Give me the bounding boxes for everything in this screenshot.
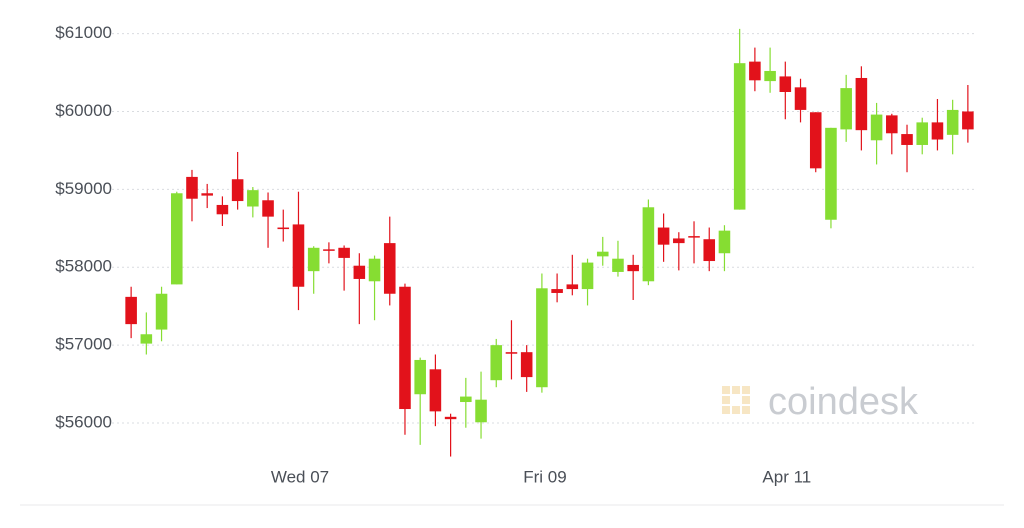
candle-body: [460, 396, 472, 403]
candle-body: [247, 190, 259, 207]
candle-body: [444, 416, 457, 420]
x-tick-label: Wed 07: [271, 467, 329, 486]
candle-body: [596, 251, 609, 257]
y-tick-label: $57000: [55, 335, 112, 354]
candle-body: [140, 334, 153, 344]
candle-body: [399, 286, 411, 410]
candle-body: [703, 239, 716, 262]
candle-body: [733, 63, 746, 210]
y-tick-label: $59000: [55, 179, 112, 198]
candle-body: [581, 262, 594, 290]
candle-body: [170, 193, 183, 285]
candle-body: [886, 115, 898, 134]
candle-body: [262, 200, 274, 217]
candle-body: [125, 296, 137, 325]
candle-body: [718, 230, 731, 254]
y-tick-label: $58000: [55, 257, 112, 276]
watermark-logo: [722, 386, 750, 414]
candle-body: [505, 352, 518, 354]
candle-body: [916, 122, 929, 145]
candle-body: [779, 76, 792, 92]
candle-body: [840, 88, 852, 130]
candle-body: [323, 249, 335, 251]
candle-body: [794, 87, 807, 110]
candle-body: [490, 345, 503, 381]
candle-body: [855, 77, 868, 131]
candle-body: [520, 352, 533, 378]
candle-body: [901, 134, 913, 145]
candle-body: [338, 247, 350, 258]
candle-body: [673, 238, 685, 244]
x-tick-label: Apr 11: [762, 467, 811, 486]
candle-body: [368, 258, 381, 282]
candle-body: [216, 204, 229, 215]
candle-body: [551, 289, 563, 293]
y-tick-label: $56000: [55, 413, 112, 432]
watermark: coindesk: [768, 381, 919, 423]
candle-body: [292, 224, 305, 287]
candle-body: [931, 122, 944, 140]
candle-body: [809, 112, 822, 169]
candle-body: [962, 111, 974, 130]
candle-body: [201, 193, 213, 196]
candle-body: [764, 70, 776, 82]
candle-body: [475, 399, 487, 423]
candle-body: [414, 359, 426, 395]
candle-body: [307, 247, 320, 272]
candle-body: [566, 284, 579, 290]
x-tick-label: Fri 09: [523, 467, 566, 486]
candle-body: [186, 176, 198, 199]
candle-body: [749, 61, 761, 81]
candle-body: [536, 288, 548, 388]
candle-body: [688, 236, 700, 238]
candle-body: [870, 114, 883, 141]
candle-body: [231, 179, 244, 202]
candle-body: [383, 243, 396, 294]
candle-body: [642, 207, 655, 282]
candle-body: [155, 293, 168, 330]
y-tick-label: $60000: [55, 101, 112, 120]
candle-body: [429, 369, 442, 412]
candle-body: [612, 258, 624, 272]
candle-body: [825, 127, 837, 220]
candle-body: [353, 265, 366, 279]
candle-body: [277, 227, 290, 230]
candle-body: [946, 109, 959, 135]
candle-body: [627, 264, 639, 272]
y-tick-label: $61000: [55, 23, 112, 42]
candle-body: [657, 227, 670, 245]
